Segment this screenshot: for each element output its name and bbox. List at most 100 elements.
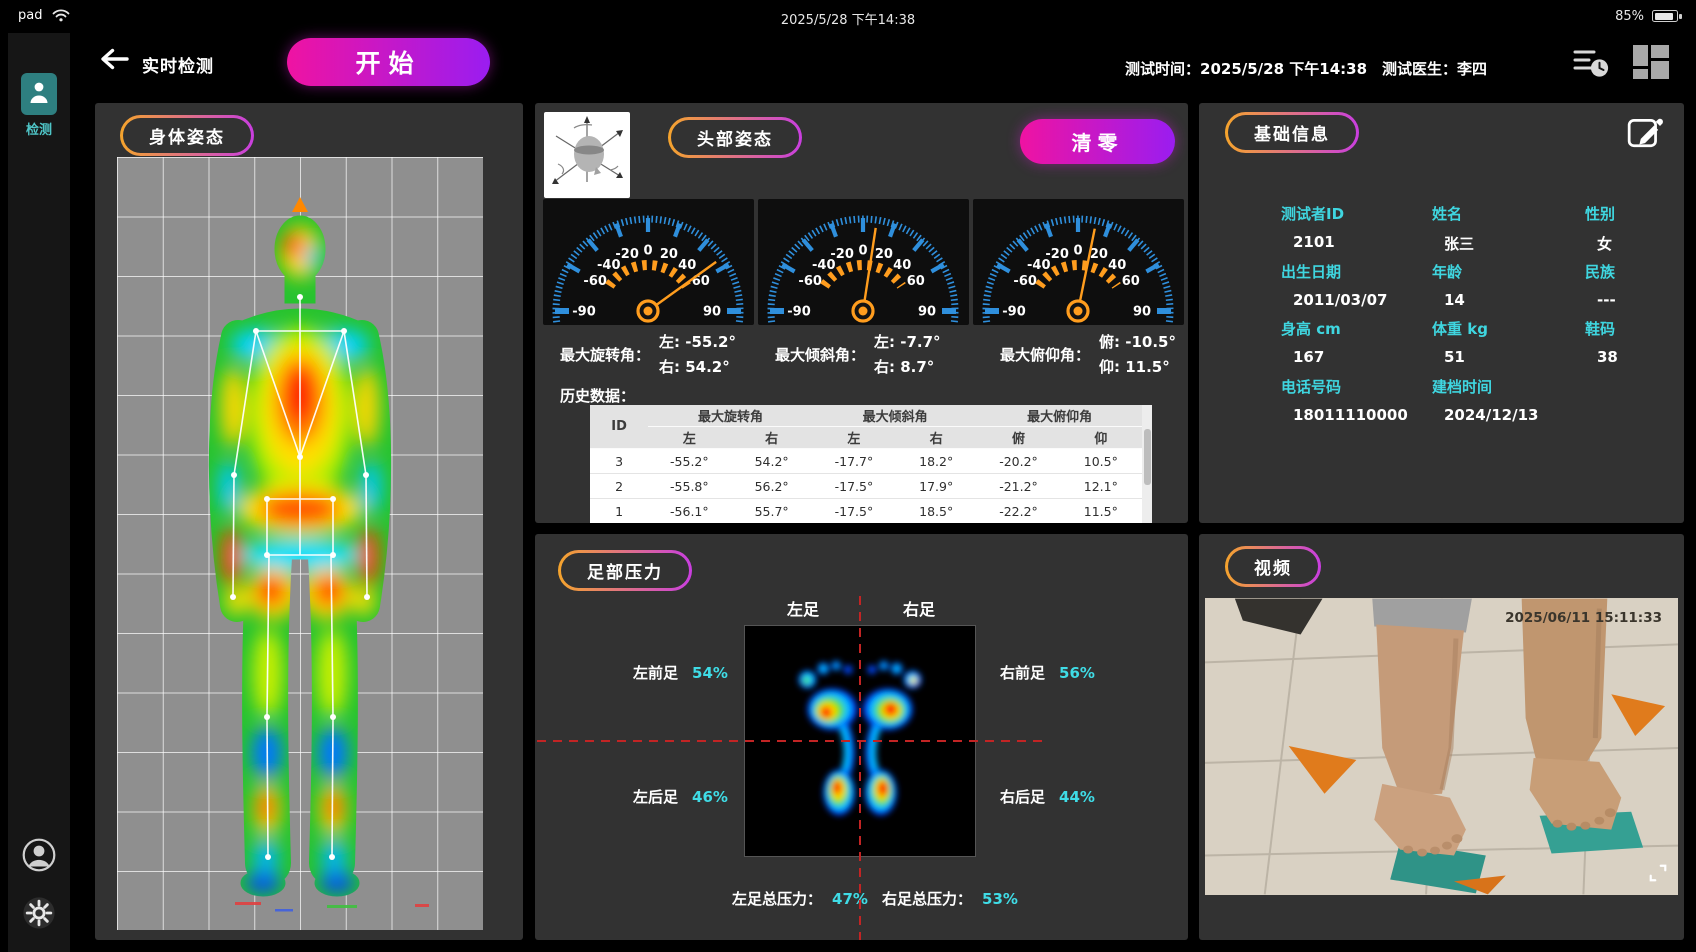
svg-text:0: 0 bbox=[858, 244, 867, 259]
svg-text:-90: -90 bbox=[572, 305, 596, 320]
page-title: 实时检测 bbox=[142, 57, 214, 77]
table-row: 3 -55.2° 54.2° -17.7° 18.2° -20.2° 10.5° bbox=[590, 448, 1142, 474]
field-birthdate: 出生日期 2011/03/07 bbox=[1281, 263, 1388, 309]
svg-text:60: 60 bbox=[692, 274, 710, 289]
sidebar-item-detect[interactable]: 检测 bbox=[8, 73, 70, 138]
head-posture-panel: 头部姿态 清零 -90 -60 -40 -20 0 20 40 60 90 -90 -60 -40-… bbox=[535, 103, 1188, 523]
crosshair-horizontal-line bbox=[537, 740, 1045, 742]
right-total-pressure: 右足总压力： 53% bbox=[882, 890, 1018, 908]
field-record-date: 建档时间 2024/12/13 bbox=[1432, 378, 1539, 424]
basic-info-panel: 基础信息 测试者ID 2101 姓名 张三 性别女 出生日期 2011/03/07 年… bbox=[1199, 103, 1684, 523]
field-phone: 电话号码 18011110000 bbox=[1281, 378, 1408, 424]
svg-text:60: 60 bbox=[1122, 274, 1140, 289]
svg-text:20: 20 bbox=[660, 247, 678, 262]
svg-text:-40: -40 bbox=[1027, 258, 1051, 273]
back-button[interactable] bbox=[98, 47, 132, 73]
svg-text:-20: -20 bbox=[1045, 247, 1069, 262]
max-pitch-metric: 最大俯仰角： 俯: -10.5° 仰: 11.5° bbox=[1000, 333, 1176, 376]
skeleton-overlay bbox=[232, 297, 368, 858]
body-posture-title-pill: 身体姿态 bbox=[120, 115, 254, 156]
svg-text:0: 0 bbox=[1073, 244, 1082, 259]
reset-zero-button[interactable]: 清零 bbox=[1020, 119, 1175, 164]
svg-text:40: 40 bbox=[893, 258, 911, 273]
svg-text:60: 60 bbox=[907, 274, 925, 289]
svg-text:-60: -60 bbox=[798, 274, 822, 289]
basic-info-title-pill: 基础信息 bbox=[1225, 112, 1359, 153]
video-timestamp: 2025/06/11 15:11:33 bbox=[1505, 610, 1662, 626]
svg-text:20: 20 bbox=[875, 247, 893, 262]
max-tilt-metric: 最大倾斜角： 左: -7.7° 右: 8.7° bbox=[775, 333, 941, 376]
sidebar-item-label: 检测 bbox=[25, 123, 52, 138]
svg-text:20: 20 bbox=[1090, 247, 1108, 262]
user-avatar-icon[interactable] bbox=[22, 838, 56, 872]
wifi-icon bbox=[52, 7, 70, 26]
svg-text:90: 90 bbox=[918, 305, 936, 320]
svg-text:90: 90 bbox=[1133, 305, 1151, 320]
video-feed: 2025/06/11 15:11:33 bbox=[1205, 598, 1678, 895]
crosshair-vertical-line bbox=[859, 596, 861, 940]
svg-text:-20: -20 bbox=[615, 247, 639, 262]
svg-text:90: 90 bbox=[703, 305, 721, 320]
field-age: 年龄 14 bbox=[1432, 263, 1465, 309]
sidebar: 检测 bbox=[8, 33, 70, 952]
field-shoe-size: 鞋码 38 bbox=[1585, 320, 1618, 366]
svg-text:-60: -60 bbox=[583, 274, 607, 289]
field-name: 姓名 张三 bbox=[1432, 205, 1475, 253]
right-foot-label: 右足 bbox=[903, 600, 936, 619]
rotation-gauge: -90 -60 -40 -20 0 20 40 60 90 bbox=[543, 199, 754, 325]
right-forefoot-stat: 右前足 56% bbox=[1000, 664, 1095, 682]
field-height: 身高 cm 167 bbox=[1281, 320, 1341, 366]
max-rotation-metric: 最大旋转角： 左: -55.2° 右: 54.2° bbox=[560, 333, 736, 376]
foot-pressure-panel: 足部压力 左足 右足 bbox=[535, 534, 1188, 940]
svg-text:-90: -90 bbox=[1002, 305, 1026, 320]
svg-text:-40: -40 bbox=[812, 258, 836, 273]
table-row: 2 -55.8° 56.2° -17.5° 17.9° -21.2° 12.1° bbox=[590, 473, 1142, 499]
left-total-pressure: 左足总压力： 47% bbox=[732, 890, 868, 908]
head-posture-title-pill: 头部姿态 bbox=[668, 117, 802, 158]
left-rearfoot-stat: 左后足 46% bbox=[633, 788, 728, 806]
history-table: ID 最大旋转角 最大倾斜角 最大俯仰角 左右 左右 俯仰 3 -55.2° 54… bbox=[590, 405, 1152, 523]
status-bar: pad 2025/5/28 下午14:38 85% bbox=[0, 0, 1696, 33]
svg-text:40: 40 bbox=[678, 258, 696, 273]
table-scrollbar[interactable] bbox=[1142, 405, 1152, 523]
head-axes-diagram bbox=[544, 112, 630, 198]
svg-text:40: 40 bbox=[1108, 258, 1126, 273]
foot-pressure-title: 足部压力 bbox=[561, 553, 689, 588]
right-rearfoot-stat: 右后足 44% bbox=[1000, 788, 1095, 806]
field-tester-id: 测试者ID 2101 bbox=[1281, 205, 1345, 251]
tilt-gauge: -90 -60 -40 -20 0 20 40 60 90 bbox=[758, 199, 969, 325]
left-foot-label: 左足 bbox=[787, 600, 820, 619]
battery-percent: 85% bbox=[1615, 9, 1644, 24]
body-posture-panel: 身体姿态 bbox=[95, 103, 523, 940]
body-thermal-image bbox=[117, 157, 483, 930]
fullscreen-expand-icon[interactable] bbox=[1648, 863, 1668, 887]
svg-text:0: 0 bbox=[643, 244, 652, 259]
left-forefoot-stat: 左前足 54% bbox=[633, 664, 728, 682]
status-time: 2025/5/28 下午14:38 bbox=[780, 13, 916, 28]
svg-text:-20: -20 bbox=[830, 247, 854, 262]
video-title: 视频 bbox=[1228, 549, 1318, 584]
person-scan-icon bbox=[21, 73, 57, 115]
start-button[interactable]: 开始 bbox=[287, 38, 490, 86]
table-row: 1 -56.1° 55.7° -17.5° 18.5° -22.2° 11.5° bbox=[590, 498, 1142, 523]
test-doctor: 测试医生：李四 bbox=[1382, 60, 1488, 78]
video-title-pill: 视频 bbox=[1225, 546, 1321, 587]
video-panel: 视频 bbox=[1199, 534, 1684, 940]
device-label: pad bbox=[18, 8, 43, 23]
field-ethnicity: 民族 --- bbox=[1585, 263, 1616, 309]
svg-text:-60: -60 bbox=[1013, 274, 1037, 289]
layout-report-icon[interactable] bbox=[1632, 44, 1670, 84]
edit-icon[interactable] bbox=[1626, 113, 1666, 153]
svg-text:-40: -40 bbox=[597, 258, 621, 273]
history-data-label: 历史数据： bbox=[560, 387, 636, 405]
test-time: 测试时间：2025/5/28 下午14:38 bbox=[1125, 60, 1368, 78]
svg-text:-90: -90 bbox=[787, 305, 811, 320]
field-gender: 性别女 bbox=[1585, 205, 1616, 253]
pitch-gauge: -90 -60 -40 -20 0 20 40 60 90 bbox=[973, 199, 1184, 325]
body-posture-title: 身体姿态 bbox=[123, 118, 251, 153]
settings-gear-icon[interactable] bbox=[22, 896, 56, 930]
head-posture-title: 头部姿态 bbox=[671, 120, 799, 155]
history-records-icon[interactable] bbox=[1573, 48, 1609, 82]
battery-icon bbox=[1652, 10, 1682, 22]
